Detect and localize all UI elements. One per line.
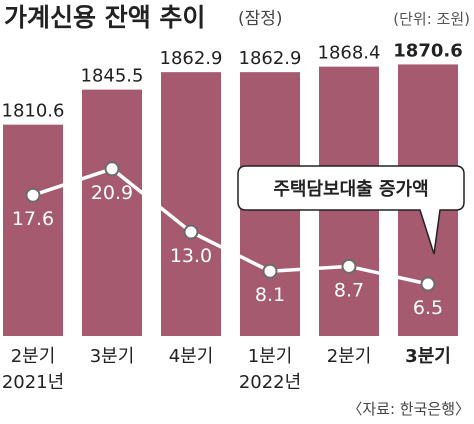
bar-value-labels: 1810.6 1845.5 1862.9 1862.9 1868.4 1870.6 bbox=[2, 40, 463, 121]
x-tick-label-2: 3분기 bbox=[90, 346, 135, 367]
x-tick-label-5: 2분기 bbox=[327, 346, 372, 367]
line-point-1 bbox=[25, 187, 41, 203]
source-note: 〈자료: 한국은행〉 bbox=[347, 400, 470, 418]
line-value-label-3: 13.0 bbox=[170, 245, 212, 267]
callout-box bbox=[237, 165, 465, 255]
bar-value-label-2: 1845.5 bbox=[81, 66, 144, 87]
chart-title-group: 가계신용 잔액 추이 (잠정) (단위: 조원) bbox=[4, 3, 470, 32]
chart-title-suffix: (잠정) bbox=[238, 9, 283, 29]
line-point-5 bbox=[341, 258, 357, 274]
x-tick-label-1: 2분기 bbox=[11, 346, 56, 367]
x-tick-label-6: 3분기 bbox=[405, 346, 451, 367]
bar-value-label-1: 1810.6 bbox=[2, 101, 65, 122]
line-series bbox=[32, 167, 429, 286]
bar-value-label-5: 1868.4 bbox=[318, 43, 381, 64]
line-point-6 bbox=[420, 276, 436, 292]
x-year-label-4: 2022년 bbox=[239, 372, 301, 393]
line-layer bbox=[25, 161, 436, 292]
line-point-2 bbox=[104, 161, 120, 177]
unit-label: (단위: 조원) bbox=[393, 10, 470, 28]
x-year-label-1: 2021년 bbox=[2, 372, 64, 393]
line-value-label-2: 20.9 bbox=[91, 182, 133, 204]
bar-value-label-3: 1862.9 bbox=[160, 48, 223, 69]
callout: 주택담보대출 증가액 bbox=[237, 165, 465, 255]
line-value-label-1: 17.6 bbox=[12, 208, 54, 230]
x-axis-ticks: 2분기 2021년 3분기 4분기 1분기 2022년 2분기 3분기 bbox=[2, 346, 451, 393]
line-value-label-6: 6.5 bbox=[413, 297, 443, 319]
bar-value-label-4: 1862.9 bbox=[239, 48, 302, 69]
bar-3 bbox=[161, 72, 221, 336]
line-point-4 bbox=[262, 263, 278, 279]
chart-title: 가계신용 잔액 추이 bbox=[4, 3, 205, 32]
line-value-labels: 17.6 20.9 13.0 8.1 8.7 6.5 bbox=[12, 182, 443, 319]
line-value-label-4: 8.1 bbox=[255, 284, 285, 306]
x-tick-label-4: 1분기 bbox=[248, 346, 293, 367]
line-value-label-5: 8.7 bbox=[334, 279, 364, 301]
bar-2 bbox=[82, 89, 142, 336]
bar-1 bbox=[3, 124, 63, 336]
callout-text: 주택담보대출 증가액 bbox=[273, 179, 428, 200]
bar-value-label-6: 1870.6 bbox=[393, 40, 462, 61]
x-tick-label-3: 4분기 bbox=[169, 346, 214, 367]
line-point-3 bbox=[183, 224, 199, 240]
